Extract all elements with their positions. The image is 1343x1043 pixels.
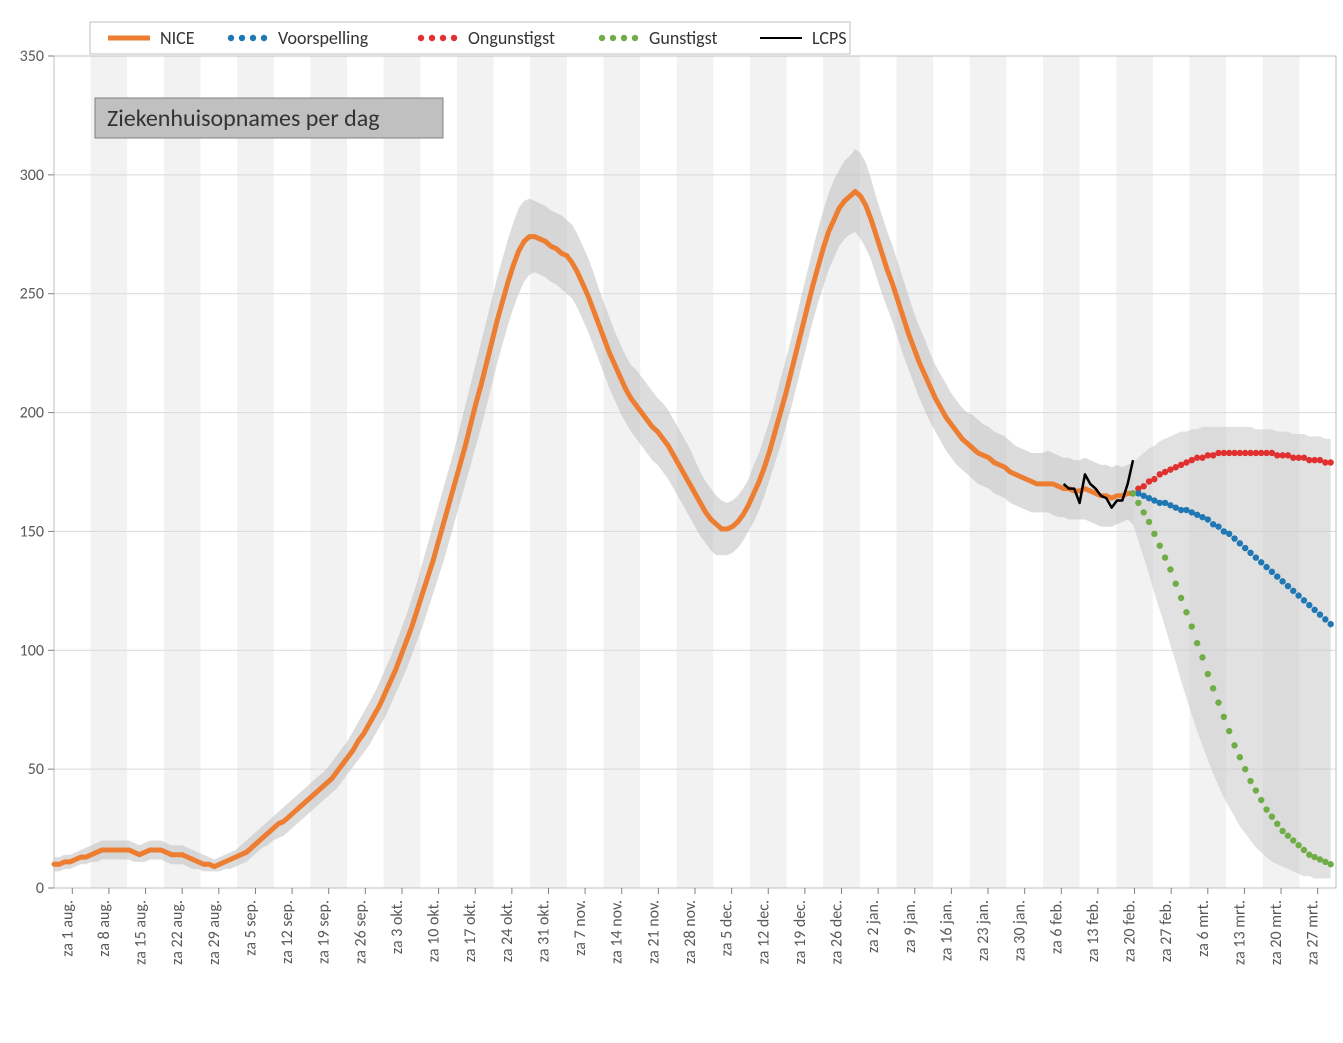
x-tick-label: za 13 mrt. xyxy=(1230,900,1249,965)
legend-swatch xyxy=(429,35,435,41)
x-tick-label: za 19 dec. xyxy=(791,900,810,964)
x-tick-label: za 27 mrt. xyxy=(1304,900,1323,965)
x-tick-label: za 24 okt. xyxy=(498,900,517,962)
x-tick-label: za 6 mrt. xyxy=(1194,900,1213,957)
legend-swatch xyxy=(250,35,256,41)
legend-swatch xyxy=(610,35,616,41)
legend-label: Gunstigst xyxy=(649,27,717,49)
y-tick-label: 350 xyxy=(20,47,44,66)
x-tick-label: za 6 feb. xyxy=(1047,900,1066,954)
x-tick-label: za 10 okt. xyxy=(425,900,444,962)
legend-label: LCPS xyxy=(812,27,847,49)
x-tick-label: za 26 sep. xyxy=(351,900,370,964)
x-tick-label: za 15 aug. xyxy=(132,900,151,965)
legend-swatch xyxy=(228,35,234,41)
legend-swatch xyxy=(418,35,424,41)
y-tick-label: 100 xyxy=(20,641,44,660)
y-tick-label: 200 xyxy=(20,404,44,423)
legend-swatch xyxy=(632,35,638,41)
legend-swatch xyxy=(440,35,446,41)
x-tick-label: za 20 feb. xyxy=(1121,900,1140,962)
legend-swatch xyxy=(621,35,627,41)
x-tick-label: za 28 nov. xyxy=(681,900,700,964)
x-tick-label: za 27 feb. xyxy=(1157,900,1176,962)
legend-label: Ongunstigst xyxy=(468,27,555,49)
x-tick-label: za 16 jan. xyxy=(937,900,956,961)
legend-label: NICE xyxy=(160,27,195,49)
x-tick-label: za 5 sep. xyxy=(241,900,260,956)
y-tick-label: 150 xyxy=(20,522,44,541)
x-tick-label: za 26 dec. xyxy=(828,900,847,964)
y-tick-label: 250 xyxy=(20,285,44,304)
x-tick-label: za 13 feb. xyxy=(1084,900,1103,962)
legend-label: Voorspelling xyxy=(278,27,369,49)
legend-swatch xyxy=(599,35,605,41)
y-tick-label: 300 xyxy=(20,166,44,185)
x-tick-label: za 31 okt. xyxy=(534,900,553,962)
x-tick-label: za 5 dec. xyxy=(718,900,737,956)
chart-container: 0 50 100 150 200 250 300 350 za 1 aug. za 8 aug. z… xyxy=(0,0,1343,1043)
chart-svg: 0 50 100 150 200 250 300 350 za 1 aug. za 8 aug. z… xyxy=(0,0,1343,1043)
x-tick-label: za 12 sep. xyxy=(278,900,297,964)
y-tick-label: 0 xyxy=(36,879,44,898)
x-tick-label: za 12 dec. xyxy=(754,900,773,964)
x-tick-label: za 1 aug. xyxy=(58,900,77,957)
x-tick-label: za 23 jan. xyxy=(974,900,993,961)
forecast-confidence-band xyxy=(1133,427,1331,879)
legend-swatch xyxy=(239,35,245,41)
legend-swatch xyxy=(261,35,267,41)
x-tick-label: za 22 aug. xyxy=(168,900,187,965)
legend-swatch xyxy=(451,35,457,41)
x-tick-label: za 2 jan. xyxy=(864,900,883,953)
x-tick-label: za 21 nov. xyxy=(644,900,663,964)
x-tick-label: za 9 jan. xyxy=(901,900,920,953)
x-tick-label: za 3 okt. xyxy=(388,900,407,954)
y-tick-label: 50 xyxy=(28,760,44,779)
x-tick-label: za 29 aug. xyxy=(205,900,224,965)
x-tick-label: za 14 nov. xyxy=(608,900,627,964)
chart-title: Ziekenhuisopnames per dag xyxy=(107,104,380,133)
x-tick-label: za 7 nov. xyxy=(571,900,590,956)
x-tick-label: za 20 mrt. xyxy=(1267,900,1286,965)
x-tick-label: za 8 aug. xyxy=(95,900,114,957)
x-tick-label: za 17 okt. xyxy=(461,900,480,962)
x-tick-label: za 19 sep. xyxy=(315,900,334,964)
x-tick-label: za 30 jan. xyxy=(1011,900,1030,961)
